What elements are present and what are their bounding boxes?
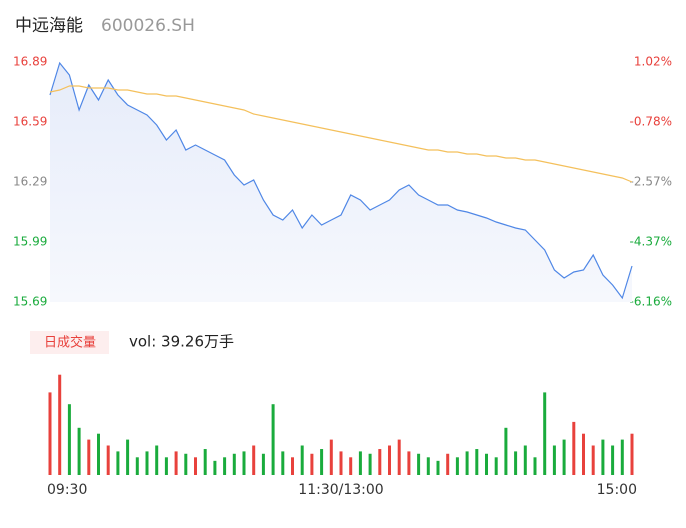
volume-bar	[620, 439, 624, 475]
volume-bar	[271, 404, 275, 475]
volume-bar	[349, 457, 353, 475]
volume-bar	[97, 433, 100, 475]
volume-total: vol: 39.26万手	[129, 333, 234, 351]
volume-bar	[436, 460, 440, 475]
volume-bar	[388, 445, 391, 475]
volume-bar	[601, 439, 605, 475]
volume-bar	[164, 457, 168, 475]
volume-bar	[407, 451, 411, 475]
y2-tick-label: 1.02%	[634, 55, 672, 69]
volume-bar	[572, 421, 576, 475]
y2-tick-label: -4.37%	[630, 235, 672, 249]
volume-bar	[281, 451, 285, 475]
y-tick-label: 15.99	[13, 235, 47, 249]
x-tick-label: 15:00	[597, 482, 637, 498]
volume-bar	[126, 439, 130, 475]
volume-bar	[339, 451, 343, 475]
volume-bar	[252, 445, 256, 475]
y-tick-label: 15.69	[13, 295, 47, 309]
y2-tick-label: -0.78%	[630, 115, 672, 129]
x-tick-label: 09:30	[47, 482, 87, 498]
volume-bar	[106, 445, 110, 475]
volume-bar	[213, 460, 217, 475]
volume-bar	[611, 445, 615, 475]
volume-bar	[232, 453, 236, 475]
volume-bar	[116, 451, 120, 475]
volume-bar	[58, 374, 62, 475]
volume-bar	[155, 445, 159, 475]
volume-bar	[485, 453, 488, 475]
average-line	[49, 85, 633, 183]
volume-bar	[174, 451, 178, 475]
volume-bar	[543, 392, 547, 475]
volume-bar	[48, 392, 52, 475]
volume-bar	[310, 453, 314, 475]
volume-bar	[494, 457, 498, 475]
volume-bar	[77, 427, 81, 475]
volume-bar	[630, 433, 634, 475]
volume-bar	[300, 445, 304, 475]
volume-bar	[329, 439, 333, 475]
y-tick-label: 16.29	[13, 175, 47, 189]
volume-bar	[475, 449, 479, 475]
volume-bar	[465, 451, 469, 475]
volume-bar	[378, 449, 382, 475]
volume-bar	[504, 427, 508, 475]
volume-bar	[67, 404, 71, 475]
price-line	[49, 61, 633, 300]
volume-bar	[358, 451, 362, 475]
volume-bar	[514, 451, 518, 475]
volume-bar	[320, 449, 324, 475]
volume-bar	[552, 445, 556, 475]
volume-bar	[291, 457, 294, 475]
volume-button-label[interactable]: 日成交量	[44, 335, 96, 351]
volume-bar	[184, 453, 188, 475]
volume-bar	[145, 451, 149, 475]
volume-bar	[523, 445, 527, 475]
volume-bar	[582, 433, 585, 475]
volume-bar	[426, 457, 430, 475]
volume-bar	[446, 453, 450, 475]
volume-bar	[397, 439, 401, 475]
y-tick-label: 16.89	[13, 55, 47, 69]
price-area	[50, 63, 632, 302]
stock-code: 600026.SH	[101, 16, 195, 36]
volume-bar	[417, 453, 421, 475]
volume-bar	[223, 457, 227, 475]
volume-bar	[261, 453, 265, 475]
volume-button[interactable]	[30, 331, 109, 354]
volume-bar	[455, 457, 459, 475]
volume-bar	[591, 445, 595, 475]
stock-name: 中远海能	[15, 16, 83, 36]
volume-bar	[242, 451, 246, 475]
y2-tick-label: -6.16%	[630, 295, 672, 309]
volume-bar	[533, 457, 537, 475]
volume-bar	[87, 439, 91, 475]
volume-bar	[135, 457, 139, 475]
y-tick-label: 16.59	[13, 115, 47, 129]
x-tick-label: 11:30/13:00	[298, 482, 383, 498]
y2-tick-label: -2.57%	[630, 175, 672, 189]
volume-bar	[562, 439, 566, 475]
volume-bar	[368, 453, 372, 475]
volume-bar	[194, 457, 197, 475]
volume-bar	[203, 449, 207, 475]
